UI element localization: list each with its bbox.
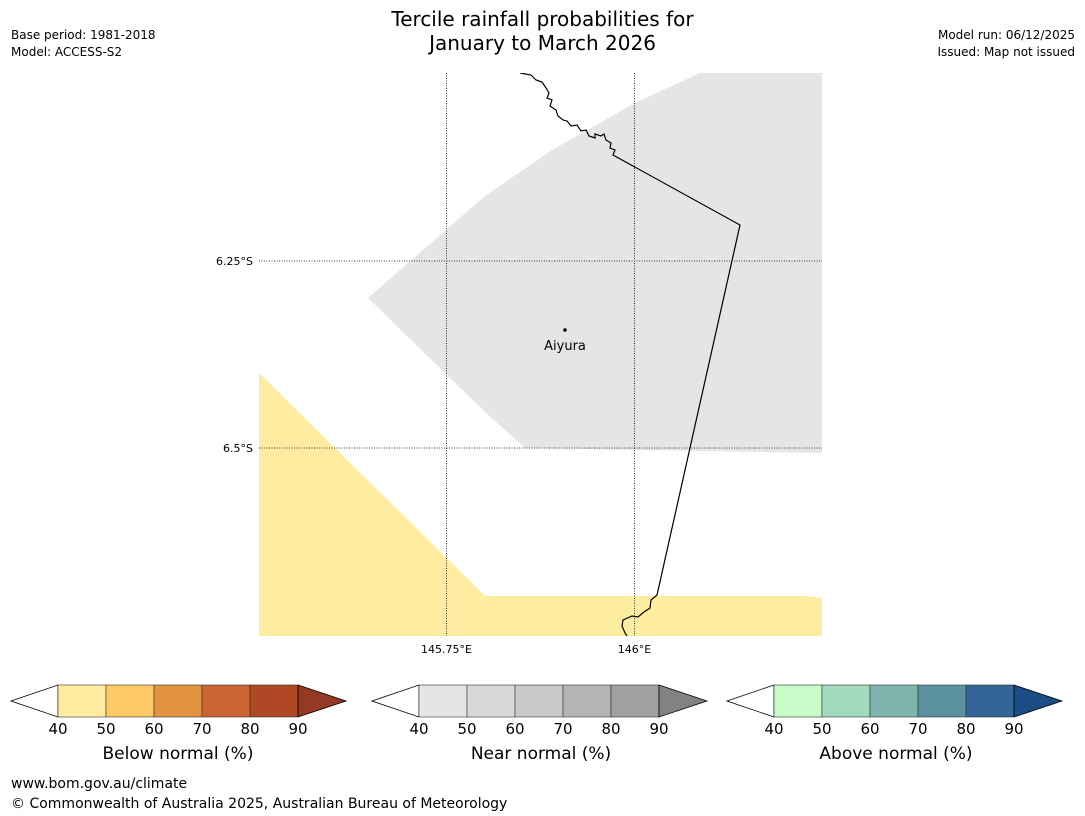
colorbar-swatch xyxy=(201,684,251,718)
colorbar-extend-low xyxy=(726,684,775,718)
province-boundary xyxy=(519,73,741,636)
info-right: Model run: 06/12/2025 Issued: Map not is… xyxy=(937,27,1075,61)
footer-url: www.bom.gov.au/climate xyxy=(11,776,188,792)
info-left: Base period: 1981-2018 Model: ACCESS-S2 xyxy=(11,27,156,61)
issued-status: Issued: Map not issued xyxy=(937,45,1075,59)
below-normal-label: Below normal (%) xyxy=(102,744,254,764)
colorbar-tick-label: 70 xyxy=(908,720,927,738)
model-name: Model: ACCESS-S2 xyxy=(11,45,123,59)
colorbar-tick-label: 50 xyxy=(457,720,476,738)
title-line-2: January to March 2026 xyxy=(429,31,656,55)
colorbar-tick-label: 80 xyxy=(601,720,620,738)
colorbar-swatch xyxy=(821,684,871,718)
colorbar-tick-label: 60 xyxy=(144,720,163,738)
model-run: Model run: 06/12/2025 xyxy=(937,28,1075,42)
colorbar-tick-label: 80 xyxy=(956,720,975,738)
above-normal-colorbar: 40 50 60 70 80 90 xyxy=(726,684,1064,738)
map-frame xyxy=(259,73,822,636)
colorbar-swatch xyxy=(610,684,660,718)
colorbar-extend-high xyxy=(658,684,709,718)
below-normal-colorbar: 40 50 60 70 80 90 xyxy=(10,684,348,738)
colorbar-tick-label: 40 xyxy=(48,720,67,738)
colorbar-swatch xyxy=(869,684,919,718)
colorbar-swatch xyxy=(514,684,564,718)
near-normal-region xyxy=(368,73,822,453)
colorbar-swatch xyxy=(153,684,203,718)
near-normal-colorbar: 40 50 60 70 80 90 xyxy=(371,684,709,738)
forecast-map: Aiyura 6.25°S 6.5°S 145.75°E 146°E xyxy=(216,73,822,656)
colorbar-tick-label: 70 xyxy=(553,720,572,738)
colorbar-tick-label: 60 xyxy=(860,720,879,738)
colorbar-tick-label: 60 xyxy=(505,720,524,738)
colorbar-tick-label: 70 xyxy=(192,720,211,738)
place-label: Aiyura xyxy=(544,339,586,354)
colorbar-swatch xyxy=(249,684,299,718)
colorbar-swatch xyxy=(466,684,516,718)
lat-label-6-5: 6.5°S xyxy=(223,442,253,455)
colorbar-swatch xyxy=(562,684,612,718)
above-normal-label: Above normal (%) xyxy=(819,744,973,764)
base-period: Base period: 1981-2018 xyxy=(11,28,156,42)
colorbar-tick-label: 90 xyxy=(288,720,307,738)
colorbar-tick-label: 50 xyxy=(96,720,115,738)
below-normal-region xyxy=(259,373,822,636)
colorbar-swatch xyxy=(418,684,468,718)
lon-label-146: 146°E xyxy=(618,643,651,656)
colorbar-tick-label: 40 xyxy=(409,720,428,738)
colorbar-swatch xyxy=(773,684,823,718)
colorbar-tick-label: 90 xyxy=(649,720,668,738)
colorbar-swatch xyxy=(965,684,1015,718)
colorbar-extend-high xyxy=(1013,684,1064,718)
colorbar-tick-label: 80 xyxy=(240,720,259,738)
title-line-1: Tercile rainfall probabilities for xyxy=(391,7,694,31)
place-marker xyxy=(563,328,567,332)
colorbar-extend-high xyxy=(297,684,348,718)
map-title: Tercile rainfall probabilities for Janua… xyxy=(0,7,1085,55)
near-normal-label: Near normal (%) xyxy=(470,744,612,764)
colorbar-swatch xyxy=(105,684,155,718)
colorbar-extend-low xyxy=(10,684,59,718)
colorbar-swatch xyxy=(917,684,967,718)
colorbar-tick-label: 40 xyxy=(764,720,783,738)
lon-label-145-75: 145.75°E xyxy=(421,643,472,656)
colorbar-extend-low xyxy=(371,684,420,718)
colorbar-tick-label: 50 xyxy=(812,720,831,738)
lat-label-6-25: 6.25°S xyxy=(216,255,253,268)
footer-copyright: © Commonwealth of Australia 2025, Austra… xyxy=(11,796,508,812)
colorbar-tick-label: 90 xyxy=(1004,720,1023,738)
colorbar-swatch xyxy=(57,684,107,718)
